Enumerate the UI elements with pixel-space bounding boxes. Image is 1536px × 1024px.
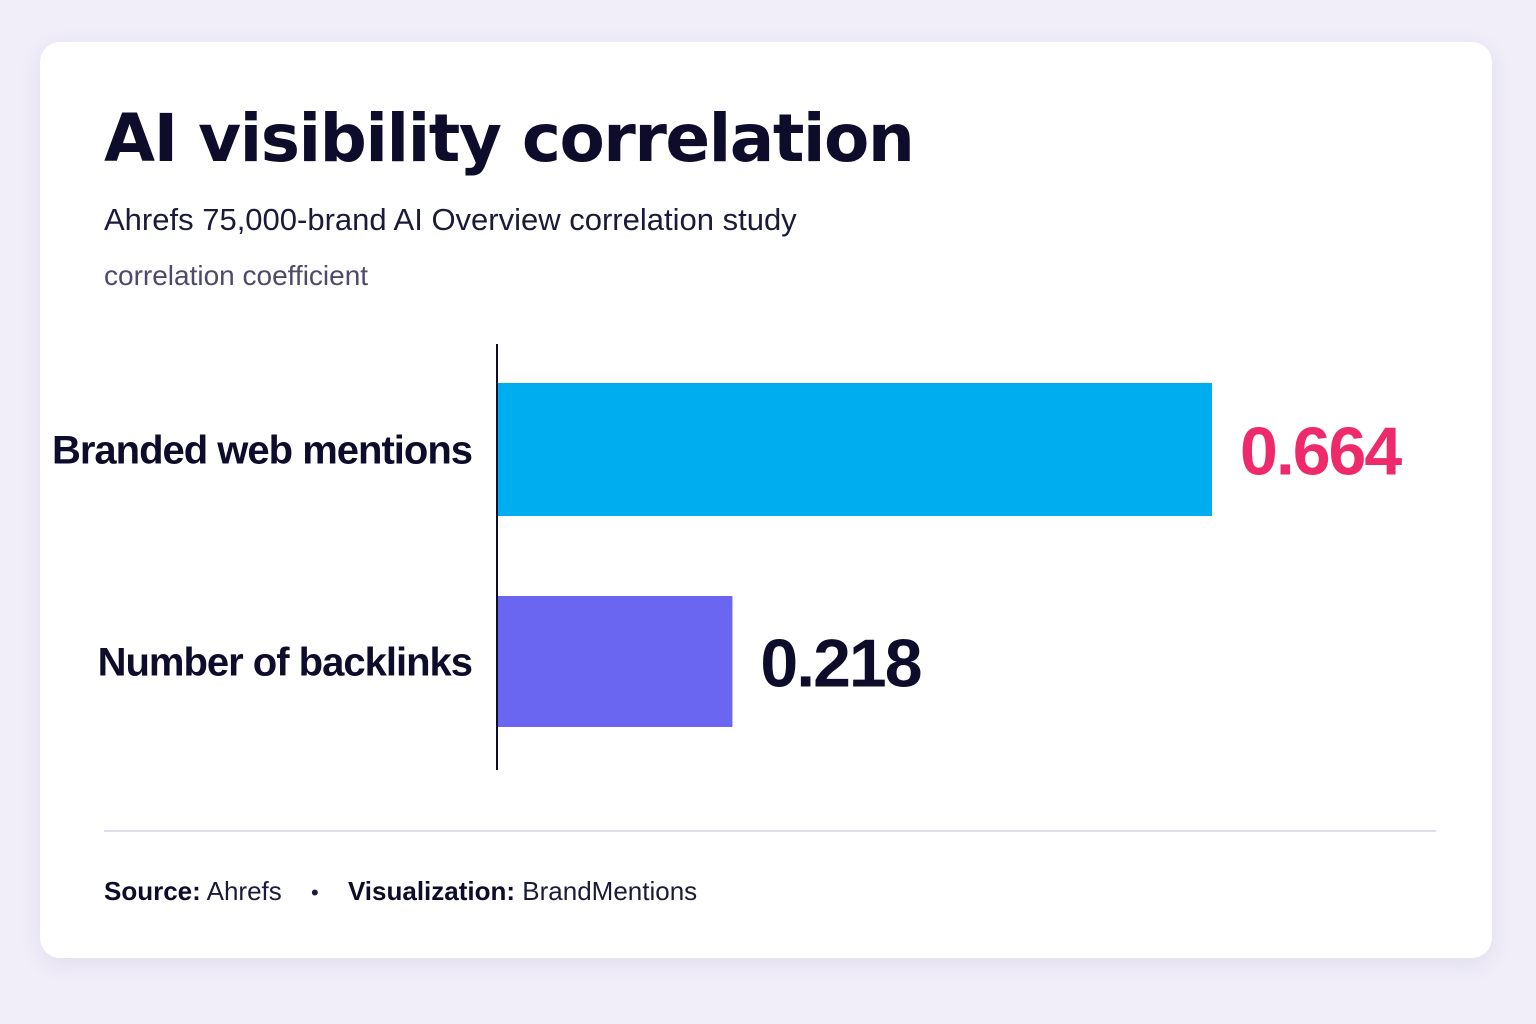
value-label-0: 0.664: [1240, 414, 1402, 490]
value-label-1: 0.218: [760, 626, 920, 702]
bar-chart: Branded web mentions 0.664 Number of backl…: [52, 344, 1404, 770]
source-label: Source:: [104, 876, 201, 906]
chart-subtitle: Ahrefs 75,000-brand AI Overview correlat…: [104, 202, 797, 237]
visualization-label: Visualization:: [347, 876, 516, 906]
category-label-1: Number of backlinks: [98, 641, 472, 685]
visualization-value: BrandMentions: [522, 876, 698, 906]
footer-divider: [104, 830, 1436, 832]
bar-0: [498, 383, 1212, 516]
footer: Source: Ahrefs • Visualization: BrandMen…: [104, 876, 697, 907]
footer-separator: •: [311, 880, 319, 905]
category-label-0: Branded web mentions: [52, 429, 472, 473]
chart-title: AI visibility correlation: [104, 100, 915, 177]
chart-card: AI visibility correlation Ahrefs 75,000-…: [40, 42, 1492, 958]
value-axis-label: correlation coefficient: [104, 260, 369, 291]
source-value: Ahrefs: [206, 876, 282, 906]
bar-1: [498, 596, 733, 727]
